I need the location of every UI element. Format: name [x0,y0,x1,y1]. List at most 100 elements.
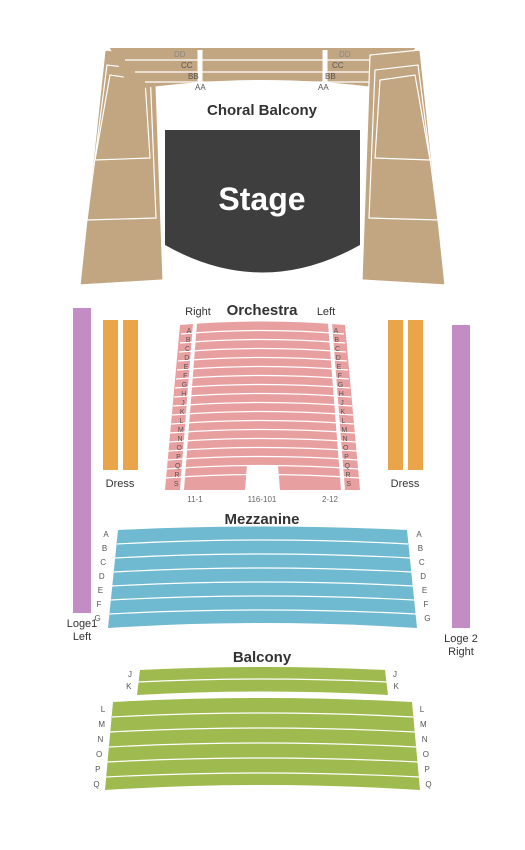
balcony-upper[interactable] [137,667,388,695]
svg-text:O: O [343,445,349,452]
svg-text:BB: BB [188,72,199,81]
svg-text:B: B [186,337,191,344]
svg-text:E: E [422,586,427,595]
svg-text:J: J [128,670,132,679]
svg-text:C: C [185,346,190,353]
stage[interactable]: Stage [165,130,360,273]
svg-text:J: J [393,670,397,679]
svg-text:M: M [178,427,184,434]
svg-text:B: B [418,544,423,553]
svg-text:J: J [340,400,344,407]
loge-right[interactable] [452,325,470,628]
svg-text:Q: Q [345,463,351,470]
svg-text:F: F [97,600,102,609]
svg-text:O: O [177,445,183,452]
loge-left-label-2: Left [73,631,91,643]
svg-text:B: B [102,544,107,553]
svg-text:F: F [183,373,187,380]
svg-text:P: P [344,454,349,461]
svg-text:M: M [98,720,105,729]
choral-balcony-label: Choral Balcony [207,102,318,119]
svg-text:D: D [184,355,189,362]
svg-text:P: P [176,454,181,461]
mezzanine-label: Mezzanine [224,511,299,528]
svg-text:CC: CC [332,61,344,70]
svg-text:R: R [345,472,350,479]
loge-left-label-1: Loge1 [67,618,98,630]
svg-text:M: M [341,427,347,434]
svg-text:G: G [94,614,100,623]
svg-text:BB: BB [325,72,336,81]
svg-text:Q: Q [175,463,181,470]
svg-text:C: C [419,558,425,567]
svg-text:M: M [420,720,427,729]
svg-text:R: R [174,472,179,479]
svg-text:E: E [184,364,189,371]
dress-left[interactable] [103,320,138,470]
dress-left-label: Dress [106,478,135,490]
svg-text:P: P [425,765,430,774]
svg-text:E: E [337,364,342,371]
svg-text:P: P [95,765,100,774]
svg-text:CC: CC [181,61,193,70]
orchestra-label: Orchestra [227,302,299,319]
svg-text:D: D [336,355,341,362]
svg-text:G: G [338,382,343,389]
svg-text:K: K [340,409,345,416]
mezzanine[interactable] [108,527,417,629]
svg-text:H: H [339,391,344,398]
svg-text:N: N [177,436,182,443]
balcony-lower[interactable] [105,698,420,790]
svg-text:S: S [174,481,179,488]
loge-right-label-2: Right [448,646,474,658]
orchestra-right-label: Right [185,306,211,318]
svg-text:E: E [98,586,103,595]
svg-text:L: L [342,418,346,425]
svg-text:N: N [422,735,428,744]
orch-range-right: 2-12 [322,495,339,504]
svg-text:Q: Q [93,780,99,789]
svg-text:L: L [420,705,425,714]
svg-text:K: K [180,409,185,416]
dress-right-label: Dress [391,478,420,490]
svg-text:L: L [180,418,184,425]
svg-text:K: K [126,682,132,691]
svg-text:DD: DD [174,50,186,59]
loge-right-label-1: Loge 2 [444,633,478,645]
svg-text:G: G [182,382,187,389]
svg-text:Q: Q [425,780,431,789]
svg-text:N: N [342,436,347,443]
svg-text:B: B [334,337,339,344]
svg-text:L: L [101,705,106,714]
svg-text:D: D [99,572,105,581]
loge-left[interactable] [73,308,91,613]
orchestra-left-label: Left [317,306,335,318]
orch-range-center: 116-101 [248,495,277,504]
svg-text:AA: AA [318,83,329,92]
svg-text:G: G [424,614,430,623]
dress-right[interactable] [388,320,423,470]
svg-text:D: D [420,572,426,581]
svg-text:A: A [103,530,109,539]
svg-text:C: C [335,346,340,353]
svg-text:N: N [98,735,104,744]
svg-text:O: O [96,750,102,759]
stage-label: Stage [218,181,305,217]
svg-text:A: A [187,328,192,335]
svg-text:A: A [416,530,422,539]
mezz-rows-left: ABCDEFG [94,530,109,623]
svg-text:F: F [338,373,342,380]
svg-text:S: S [346,481,351,488]
mezz-rows-right: ABCDEFG [416,530,430,623]
svg-text:C: C [100,558,106,567]
svg-text:O: O [423,750,429,759]
svg-text:A: A [334,328,339,335]
svg-text:J: J [181,400,185,407]
svg-text:AA: AA [195,83,206,92]
svg-text:DD: DD [339,50,351,59]
seating-chart: AABB CCDD AABB CCDD Choral Balcony Stage… [0,0,525,850]
orch-range-left: 11-1 [187,495,203,504]
svg-text:H: H [181,391,186,398]
orchestra[interactable] [165,322,360,491]
choral-balcony-right[interactable] [362,50,445,285]
